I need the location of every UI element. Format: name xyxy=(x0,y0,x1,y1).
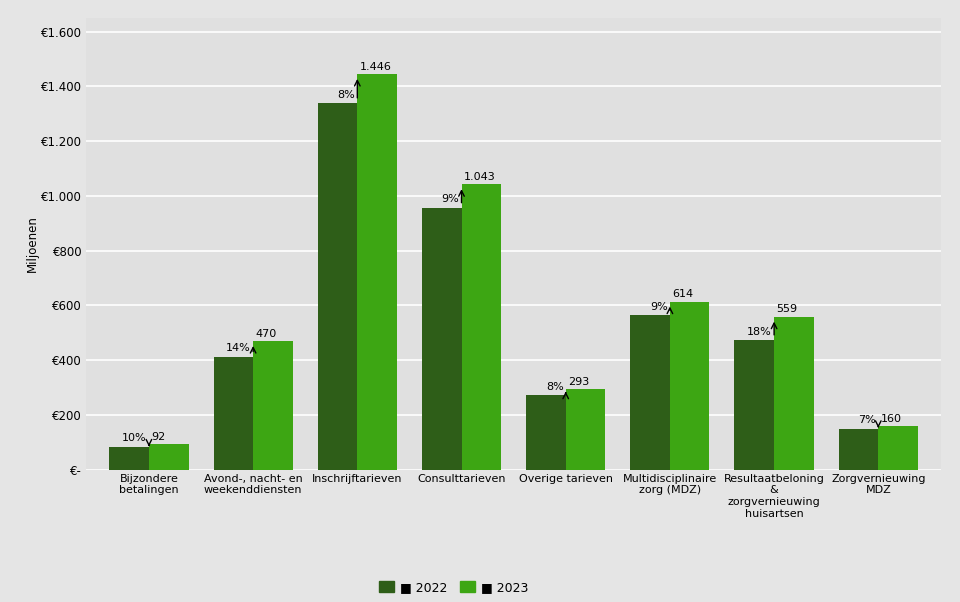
Text: 9%: 9% xyxy=(442,194,460,205)
Bar xyxy=(357,74,396,470)
Bar xyxy=(631,315,670,470)
Text: 1.043: 1.043 xyxy=(464,172,495,182)
Bar xyxy=(878,426,918,470)
Bar xyxy=(318,103,357,470)
Text: 14%: 14% xyxy=(227,343,251,353)
Text: 614: 614 xyxy=(672,290,693,299)
Bar xyxy=(734,340,774,470)
Bar xyxy=(462,184,501,470)
Bar xyxy=(253,341,293,470)
Bar xyxy=(670,302,709,470)
Bar xyxy=(565,389,606,470)
Bar xyxy=(526,395,565,470)
Legend: ■ 2022, ■ 2023: ■ 2022, ■ 2023 xyxy=(373,576,534,599)
Text: 7%: 7% xyxy=(858,415,876,425)
Bar xyxy=(421,208,462,470)
Y-axis label: Miljoenen: Miljoenen xyxy=(26,216,38,272)
Text: 8%: 8% xyxy=(546,382,564,392)
Text: 8%: 8% xyxy=(338,90,355,99)
Bar xyxy=(109,447,149,470)
Text: 9%: 9% xyxy=(650,302,668,312)
Text: 10%: 10% xyxy=(122,433,147,443)
Text: 559: 559 xyxy=(777,305,798,314)
Text: 92: 92 xyxy=(151,432,165,442)
Text: 293: 293 xyxy=(567,377,589,387)
Text: 18%: 18% xyxy=(747,326,772,337)
Bar xyxy=(774,317,814,470)
Bar xyxy=(149,444,188,470)
Bar xyxy=(213,356,253,470)
Text: 1.446: 1.446 xyxy=(359,61,392,72)
Text: 470: 470 xyxy=(255,329,276,339)
Text: 160: 160 xyxy=(880,414,901,424)
Bar xyxy=(839,429,878,470)
